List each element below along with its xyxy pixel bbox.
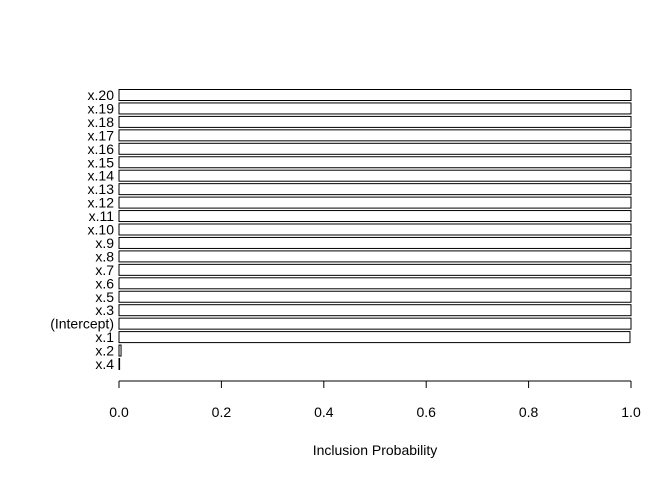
bar-x-9 bbox=[118, 236, 632, 249]
category-label: x.2 bbox=[95, 343, 114, 359]
bars-group bbox=[118, 89, 632, 370]
category-label: (Intercept) bbox=[50, 316, 114, 332]
bar-x-4 bbox=[118, 358, 121, 370]
category-label: x.7 bbox=[95, 262, 114, 278]
bar-intercept bbox=[118, 317, 632, 330]
category-label: x.17 bbox=[88, 127, 115, 143]
category-label: x.6 bbox=[95, 275, 114, 291]
category-label: x.18 bbox=[88, 114, 115, 130]
bar-x-17 bbox=[118, 129, 632, 142]
bar-x-16 bbox=[118, 142, 632, 155]
category-labels: x.20x.19x.18x.17x.16x.15x.14x.13x.12x.11… bbox=[50, 87, 114, 372]
bar-x-7 bbox=[118, 263, 632, 276]
category-label: x.11 bbox=[89, 208, 115, 224]
x-axis-title: Inclusion Probability bbox=[313, 442, 438, 458]
category-label: x.20 bbox=[88, 87, 115, 103]
bar-x-6 bbox=[118, 277, 632, 290]
bar-x-18 bbox=[118, 115, 632, 128]
category-label: x.16 bbox=[88, 141, 115, 157]
bar-x-15 bbox=[118, 156, 632, 169]
bar-x-12 bbox=[118, 196, 632, 209]
bar-x-19 bbox=[118, 102, 632, 115]
x-tick-label: 0.4 bbox=[314, 404, 334, 420]
x-tick-label: 0.6 bbox=[416, 404, 436, 420]
category-label: x.3 bbox=[95, 302, 114, 318]
bar-x-20 bbox=[118, 89, 632, 101]
bar-x-5 bbox=[118, 290, 632, 303]
bar-x-2 bbox=[118, 344, 122, 357]
x-tick-label: 0.8 bbox=[519, 404, 539, 420]
bar-x-3 bbox=[118, 304, 632, 317]
x-ticks: 0.0 0.2 0.4 0.6 0.8 1.0 bbox=[109, 381, 641, 420]
category-label: x.1 bbox=[95, 329, 114, 345]
bar-x-10 bbox=[118, 223, 632, 236]
category-label: x.19 bbox=[88, 100, 115, 116]
bar-x-14 bbox=[118, 169, 632, 182]
x-tick-label: 0.0 bbox=[109, 404, 129, 420]
category-label: x.8 bbox=[95, 248, 114, 264]
bar-x-1 bbox=[118, 331, 631, 344]
bar-x-11 bbox=[118, 210, 632, 223]
category-label: x.14 bbox=[88, 168, 115, 184]
category-label: x.13 bbox=[88, 181, 115, 197]
bar-x-13 bbox=[118, 183, 632, 196]
category-label: x.15 bbox=[88, 154, 115, 170]
category-label: x.9 bbox=[95, 235, 114, 251]
category-label: x.10 bbox=[88, 222, 115, 238]
x-tick-label: 1.0 bbox=[621, 404, 641, 420]
category-label: x.4 bbox=[95, 356, 114, 372]
category-label: x.5 bbox=[95, 289, 114, 305]
bar-x-8 bbox=[118, 250, 632, 263]
category-label: x.12 bbox=[88, 195, 115, 211]
x-tick-label: 0.2 bbox=[212, 404, 232, 420]
